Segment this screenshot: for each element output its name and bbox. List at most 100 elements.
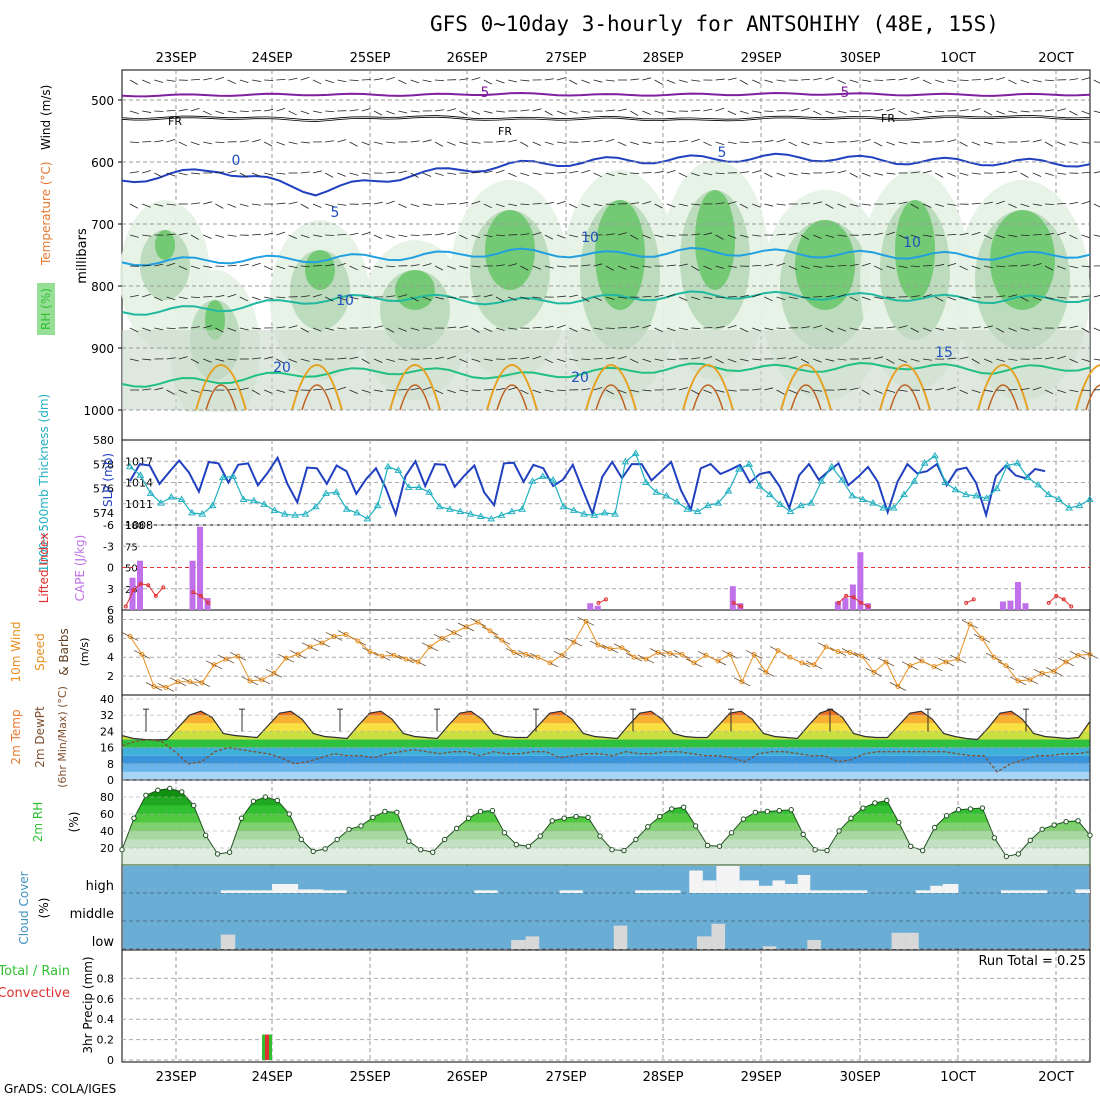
rh-marker xyxy=(299,837,303,841)
wind-barb xyxy=(533,173,542,175)
wind-barb xyxy=(398,171,407,173)
wind-barb xyxy=(203,78,212,80)
wind-barb xyxy=(1094,359,1100,361)
wind-barb xyxy=(557,142,566,143)
wind-barb xyxy=(606,139,615,142)
wind-barb xyxy=(276,173,285,174)
wind-barb xyxy=(886,108,895,111)
wind-barb xyxy=(789,109,798,111)
wind-barb xyxy=(228,111,237,113)
wind-barb xyxy=(362,109,371,111)
date-label-bottom: 1OCT xyxy=(940,1070,976,1085)
wind-barb xyxy=(435,142,443,146)
wind-barb xyxy=(435,173,444,175)
cape-bar xyxy=(1015,582,1021,610)
ytick-temp: 24 xyxy=(100,725,114,738)
wind-barb xyxy=(264,266,272,270)
ytick-thickness: 574 xyxy=(93,507,114,520)
wind-barb xyxy=(972,109,981,111)
cloud-high-block xyxy=(1024,890,1047,893)
cloud-high-block xyxy=(658,890,680,893)
wind-barb xyxy=(447,173,456,174)
rh-marker xyxy=(490,808,494,812)
wind-barb xyxy=(325,80,334,83)
wind-barb xyxy=(679,140,688,142)
temp-band xyxy=(122,731,1090,739)
wind-barb xyxy=(423,173,431,177)
ytick-thickness: 580 xyxy=(93,434,114,447)
rh-band xyxy=(122,840,1090,849)
wind-barb xyxy=(325,111,334,112)
wind-barb xyxy=(1069,111,1077,115)
wind-barb xyxy=(935,173,943,177)
rh-marker xyxy=(227,850,231,854)
date-label-bottom: 29SEP xyxy=(741,1070,782,1085)
wind-barb xyxy=(472,78,481,80)
date-label-top: 26SEP xyxy=(447,51,488,66)
ytick-label-upper: 700 xyxy=(91,218,114,232)
wind-barb xyxy=(301,142,310,143)
wind-barb xyxy=(252,263,261,266)
wind-barb xyxy=(740,80,748,85)
wind-barb xyxy=(1045,80,1054,81)
cloud-low-block xyxy=(905,933,919,949)
rh-marker xyxy=(1052,823,1056,827)
rh-blob-dark xyxy=(990,210,1055,310)
wind-barb xyxy=(960,173,969,175)
rh-marker xyxy=(466,816,470,820)
wind-barb xyxy=(691,139,700,142)
wind-barb xyxy=(789,142,797,146)
wind-barb xyxy=(557,172,566,173)
rh-marker xyxy=(968,807,972,811)
wind-barb xyxy=(581,170,590,173)
temp-ylabel-1: 2m Temp xyxy=(9,709,23,764)
wind-barb xyxy=(911,142,920,143)
wind-barb xyxy=(215,204,223,208)
rh-marker xyxy=(705,843,709,847)
wind-barb xyxy=(240,111,249,112)
rh-marker xyxy=(574,814,578,818)
rh-marker xyxy=(192,803,196,807)
wind-barb xyxy=(350,110,359,111)
wind-barb xyxy=(740,142,749,143)
wind-barb xyxy=(252,234,261,235)
temp-band xyxy=(122,756,1090,764)
rh-marker xyxy=(478,809,482,813)
ytick-label-upper: 500 xyxy=(91,94,114,108)
rh-marker xyxy=(765,809,769,813)
contour-label: 20 xyxy=(273,360,291,376)
wind-barb xyxy=(642,78,651,80)
contour-label: 20 xyxy=(571,370,589,386)
wind-barb xyxy=(411,141,420,142)
wind-barb xyxy=(850,173,858,177)
wind-barb xyxy=(179,109,188,111)
ytick-label-upper: 800 xyxy=(91,280,114,294)
wind-barb xyxy=(276,108,285,111)
wind-barb xyxy=(1021,111,1030,112)
rh-marker xyxy=(275,798,279,802)
credit-text: GrADS: COLA/IGES xyxy=(4,1082,116,1096)
cloud-high-block xyxy=(560,890,583,893)
rh-marker xyxy=(323,847,327,851)
date-label-top: 29SEP xyxy=(741,51,782,66)
wind-barb xyxy=(703,142,711,146)
ytick-cape: 50 xyxy=(125,564,138,575)
wind-barb xyxy=(813,78,822,80)
wind-barb xyxy=(191,79,200,80)
wind-barb xyxy=(947,173,955,176)
rh-lower-layer xyxy=(122,330,1090,410)
wind-barb xyxy=(203,111,211,115)
rh-marker xyxy=(789,808,793,812)
wind-barb xyxy=(350,80,359,81)
wind-barb xyxy=(691,110,700,111)
wind-barb xyxy=(423,140,432,142)
date-label-bottom: 23SEP xyxy=(156,1070,197,1085)
precip-run-total: Run Total = 0.25 xyxy=(978,954,1086,969)
wind-barb xyxy=(289,78,298,80)
page-title: GFS 0~10day 3-hourly for ANTSOHIHY (48E,… xyxy=(430,12,999,36)
temp-band xyxy=(122,707,1090,715)
temp-ylabel-3: (6hr Min/Max) (°C) xyxy=(56,686,69,788)
wind-barb xyxy=(728,78,737,80)
